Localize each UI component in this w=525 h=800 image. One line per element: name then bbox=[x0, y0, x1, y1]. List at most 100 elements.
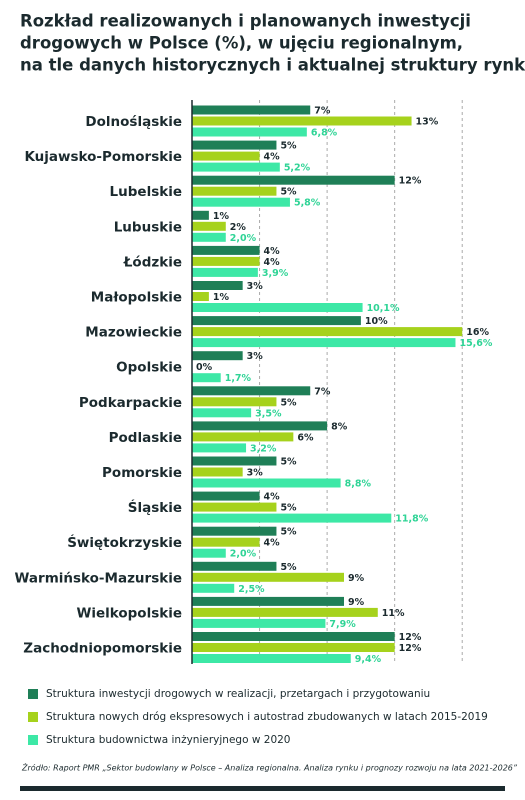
bar bbox=[192, 140, 277, 150]
value-label: 15,6% bbox=[459, 338, 492, 349]
bar bbox=[192, 572, 344, 582]
category-label: Małopolskie bbox=[91, 290, 182, 306]
category-label: Zachodniopomorskie bbox=[23, 641, 182, 657]
value-label: 5% bbox=[280, 187, 297, 198]
bar bbox=[192, 491, 260, 501]
category-label: Łódzkie bbox=[123, 254, 182, 270]
value-label: 11,8% bbox=[395, 514, 428, 525]
value-label: 1% bbox=[213, 292, 230, 303]
value-label: 4% bbox=[264, 538, 281, 549]
value-label: 12% bbox=[399, 643, 422, 654]
bar bbox=[192, 232, 226, 242]
category-label: Wielkopolskie bbox=[76, 605, 182, 621]
bar bbox=[192, 408, 252, 418]
legend-label: Struktura budownictwa inżynieryjnego w 2… bbox=[46, 734, 290, 746]
value-label: 2,0% bbox=[230, 549, 257, 560]
bar bbox=[192, 197, 290, 207]
legend-swatch bbox=[28, 689, 38, 699]
value-label: 4% bbox=[264, 246, 281, 257]
value-label: 12% bbox=[399, 632, 422, 643]
bar bbox=[192, 607, 378, 617]
bar bbox=[192, 338, 456, 348]
category-label: Świętokrzyskie bbox=[67, 533, 182, 551]
value-label: 6% bbox=[297, 432, 314, 443]
value-label: 8% bbox=[331, 421, 348, 432]
value-label: 11% bbox=[382, 608, 405, 619]
value-label: 3,5% bbox=[255, 408, 282, 419]
bar bbox=[192, 316, 361, 326]
value-label: 3% bbox=[247, 281, 264, 292]
bar bbox=[192, 127, 307, 137]
value-label: 5% bbox=[280, 503, 297, 514]
bar bbox=[192, 526, 277, 536]
value-label: 13% bbox=[416, 117, 439, 128]
value-label: 7% bbox=[314, 106, 331, 117]
value-label: 1% bbox=[213, 211, 230, 222]
bar bbox=[192, 632, 395, 641]
chart-title: Rozkład realizowanych i planowanych inwe… bbox=[20, 12, 471, 31]
bar bbox=[192, 397, 277, 407]
category-label: Śląskie bbox=[128, 498, 182, 516]
bottom-rule bbox=[20, 786, 505, 791]
category-label: Warmińsko-Mazurskie bbox=[15, 570, 182, 586]
value-label: 3,2% bbox=[250, 443, 277, 454]
bar bbox=[192, 303, 363, 312]
bar bbox=[192, 596, 344, 606]
source: Źródło: Raport PMR „Sektor budowlany w P… bbox=[21, 762, 518, 773]
chart-title: drogowych w Polsce (%), w ujęciu regiona… bbox=[20, 34, 463, 53]
bar bbox=[192, 618, 326, 628]
bar bbox=[192, 267, 258, 277]
value-label: 6,8% bbox=[311, 128, 338, 139]
value-label: 2% bbox=[230, 222, 247, 233]
bar bbox=[192, 561, 277, 571]
bar bbox=[192, 221, 226, 231]
value-label: 5,8% bbox=[294, 198, 321, 209]
value-label: 4% bbox=[264, 492, 281, 503]
value-label: 4% bbox=[264, 257, 281, 268]
legend-swatch bbox=[28, 712, 38, 722]
bar bbox=[192, 456, 277, 466]
value-label: 3% bbox=[247, 468, 264, 479]
chart-title: na tle danych historycznych i aktualnej … bbox=[20, 56, 525, 75]
legend-label: Struktura inwestycji drogowych w realiza… bbox=[46, 688, 430, 700]
category-label: Opolskie bbox=[116, 360, 182, 376]
value-label: 7% bbox=[314, 386, 331, 397]
bar bbox=[192, 245, 260, 255]
value-label: 4% bbox=[264, 152, 281, 163]
value-label: 5% bbox=[280, 397, 297, 408]
value-label: 2,5% bbox=[238, 584, 265, 595]
bar bbox=[192, 432, 294, 442]
value-label: 12% bbox=[399, 176, 422, 187]
value-label: 9% bbox=[348, 597, 365, 608]
value-label: 5% bbox=[280, 562, 297, 573]
value-label: 9,4% bbox=[355, 654, 382, 665]
legend-swatch bbox=[28, 735, 38, 745]
bar bbox=[192, 421, 328, 431]
value-label: 3,9% bbox=[262, 268, 289, 279]
category-label: Lubelskie bbox=[110, 184, 182, 200]
category-label: Mazowieckie bbox=[85, 325, 182, 341]
value-label: 3% bbox=[247, 351, 264, 362]
bar bbox=[192, 513, 392, 523]
category-label: Lubuskie bbox=[114, 219, 182, 235]
category-label: Dolnośląskie bbox=[85, 114, 182, 130]
value-label: 5,2% bbox=[284, 163, 311, 174]
bar bbox=[192, 643, 395, 652]
bar bbox=[192, 548, 226, 558]
value-label: 9% bbox=[348, 573, 365, 584]
value-label: 8,8% bbox=[345, 479, 372, 490]
bar bbox=[192, 327, 463, 337]
bar bbox=[192, 210, 209, 220]
bar bbox=[192, 478, 341, 488]
category-label: Podkarpackie bbox=[79, 395, 182, 411]
value-label: 5% bbox=[280, 527, 297, 538]
bar bbox=[192, 373, 221, 383]
bar bbox=[192, 186, 277, 196]
bar bbox=[192, 537, 260, 547]
category-label: Pomorskie bbox=[102, 465, 182, 481]
bar bbox=[192, 162, 280, 172]
legend-label: Struktura nowych dróg ekspresowych i aut… bbox=[46, 711, 488, 723]
value-label: 7,9% bbox=[329, 619, 356, 630]
value-label: 16% bbox=[466, 327, 489, 338]
